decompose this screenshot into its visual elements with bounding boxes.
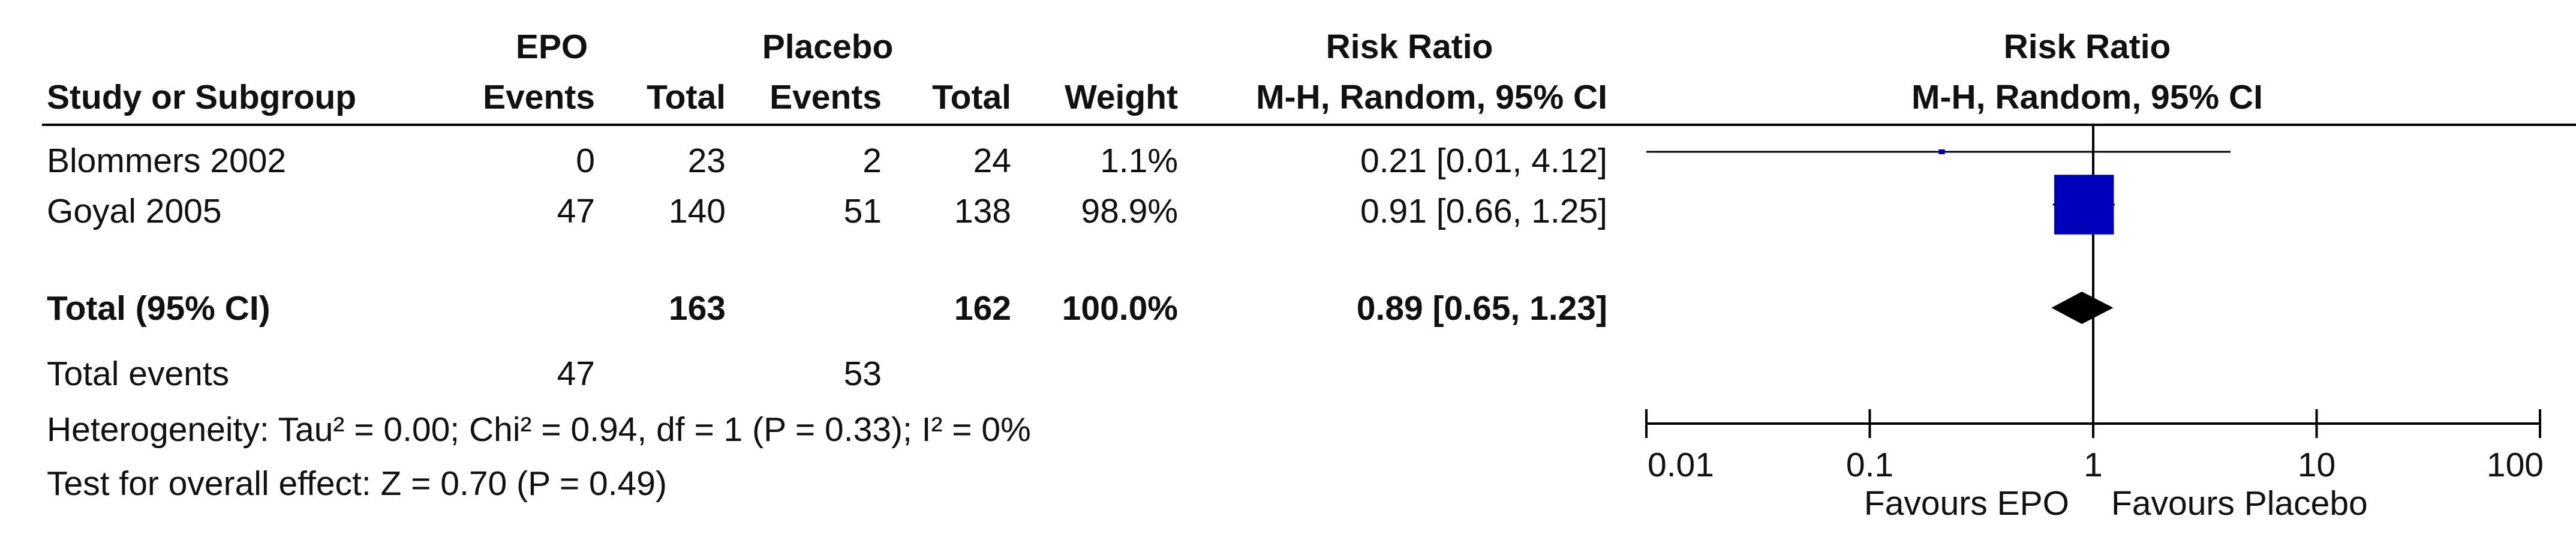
method-header-plot: M-H, Random, 95% CI [1911, 78, 2263, 116]
overall-effect-text: Test for overall effect: Z = 0.70 (P = 0… [47, 464, 667, 503]
study-total-epo: 23 [687, 142, 726, 180]
weight-header: Weight [1065, 78, 1178, 116]
study-ci-text: 0.91 [0.66, 1.25] [1360, 192, 1607, 230]
x-tick-label: 0.01 [1648, 446, 1714, 484]
group-header-placebo: Placebo [762, 28, 894, 66]
total-ci-text: 0.89 [0.65, 1.23] [1356, 289, 1607, 328]
study-weight: 98.9% [1081, 192, 1178, 230]
x-tick-label: 1 [2084, 446, 2103, 484]
study-total-placebo: 138 [954, 192, 1011, 230]
study-events-epo: 47 [557, 192, 595, 230]
study-total-epo: 140 [668, 192, 726, 230]
total-weight: 100.0% [1062, 289, 1178, 328]
events-epo-header: Events [483, 78, 595, 116]
total-events-epo: 47 [557, 355, 595, 393]
study-name: Blommers 2002 [47, 142, 287, 180]
total-placebo-header: Total [932, 78, 1011, 116]
study-column-header: Study or Subgroup [47, 78, 357, 116]
method-header-table: M-H, Random, 95% CI [1256, 78, 1607, 116]
effect-header-table: Risk Ratio [1325, 28, 1493, 66]
study-ci-text: 0.21 [0.01, 4.12] [1360, 142, 1607, 180]
total-epo: 163 [668, 289, 726, 328]
total-events-placebo: 53 [843, 355, 882, 393]
total-placebo: 162 [954, 289, 1011, 328]
x-tick-label: 10 [2298, 446, 2335, 484]
summary-diamond [2051, 292, 2114, 324]
total-events-label: Total events [47, 355, 230, 393]
effect-header-plot: Risk Ratio [2003, 28, 2171, 66]
study-events-placebo: 2 [862, 142, 882, 180]
study-point-estimate [2054, 175, 2114, 235]
favours-left-label: Favours EPO [1864, 484, 2069, 523]
heterogeneity-text: Heterogeneity: Tau² = 0.00; Chi² = 0.94,… [47, 410, 1031, 449]
group-header-epo: EPO [515, 28, 588, 66]
events-placebo-header: Events [770, 78, 882, 116]
total-label: Total (95% CI) [47, 289, 270, 328]
total-epo-header: Total [647, 78, 726, 116]
header-divider [42, 124, 2576, 126]
study-events-placebo: 51 [843, 192, 882, 230]
study-name: Goyal 2005 [47, 192, 222, 230]
x-tick-label: 100 [2487, 446, 2544, 484]
study-weight: 1.1% [1100, 142, 1178, 180]
study-events-epo: 0 [576, 142, 595, 180]
study-total-placebo: 24 [973, 142, 1011, 180]
favours-right-label: Favours Placebo [2111, 484, 2368, 523]
x-tick-label: 0.1 [1846, 446, 1893, 484]
study-point-estimate [1938, 149, 1945, 154]
